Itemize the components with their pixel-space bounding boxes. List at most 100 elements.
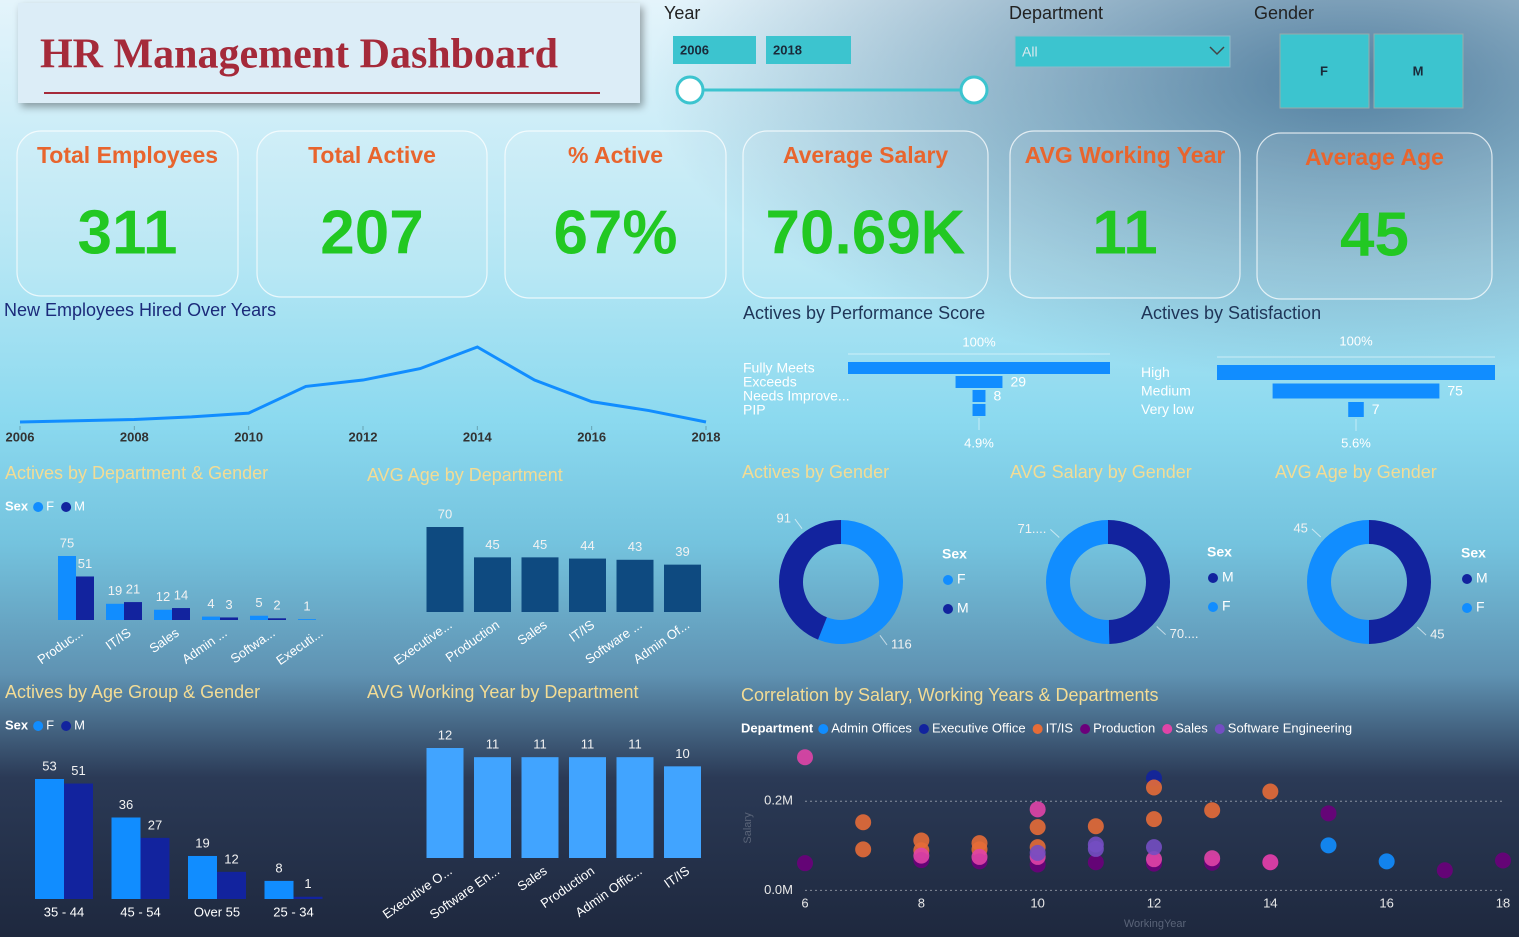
- gender-option: M: [1413, 63, 1424, 78]
- bar-value-label: 2: [273, 598, 280, 613]
- year-start-box[interactable]: [673, 36, 756, 64]
- donut-slice: [818, 520, 903, 644]
- kpi-value: 45: [1340, 200, 1409, 269]
- bar-value-label: 11: [581, 737, 595, 752]
- kpi-value: 67%: [553, 198, 677, 267]
- bar: [521, 757, 559, 858]
- funnel-category: Needs Improve...: [743, 388, 850, 404]
- department-dropdown[interactable]: [1014, 35, 1231, 68]
- funnel-category: PIP: [743, 402, 766, 418]
- x-tick-label: 2016: [577, 429, 606, 444]
- x-tick-label: 2012: [349, 429, 378, 444]
- leader-line: [1156, 626, 1166, 635]
- scatter-point: [797, 855, 813, 872]
- funnel-bottom-label: 5.6%: [1341, 435, 1371, 450]
- bar: [124, 602, 142, 620]
- kpi-label: Average Salary: [783, 142, 949, 168]
- bar-value-label: 11: [486, 737, 500, 752]
- y-tick-label: 0.2M: [764, 793, 793, 808]
- funnel-bottom-label: 4.9%: [964, 435, 994, 450]
- scatter-point: [855, 814, 872, 831]
- x-tick-label: Sales: [514, 617, 550, 648]
- bar: [250, 615, 268, 620]
- legend-title: Sex: [1207, 544, 1232, 560]
- leader-line: [1050, 529, 1060, 538]
- x-tick-label: IT/IS: [661, 863, 692, 891]
- bar: [569, 558, 606, 612]
- x-tick-label: 35 - 44: [44, 904, 84, 919]
- funnel-bar: [1217, 365, 1495, 380]
- leader-line: [1311, 528, 1322, 538]
- scatter-point: [797, 749, 813, 766]
- x-tick-label: 10: [1030, 895, 1044, 910]
- bar-value-label: 51: [78, 556, 92, 571]
- header-panel: [18, 3, 640, 103]
- donut-value-label: 45: [1430, 627, 1444, 642]
- scatter-point: [855, 841, 872, 858]
- x-tick-label: IT/IS: [103, 625, 134, 653]
- bar-value-label: 1: [304, 876, 311, 891]
- bar: [76, 576, 94, 620]
- scatter-point: [1087, 840, 1104, 857]
- bar: [474, 757, 511, 858]
- bar-value-label: 53: [42, 758, 56, 773]
- x-tick-label: 25 - 34: [273, 904, 313, 919]
- x-tick-label: 2014: [463, 429, 493, 444]
- dropdown-chevron: [1209, 46, 1225, 56]
- bar: [474, 557, 511, 612]
- gender-filter-label: Gender: [1254, 3, 1314, 23]
- bar-value-label: 10: [675, 746, 689, 761]
- bar: [111, 817, 141, 899]
- scatter-point: [1320, 805, 1337, 822]
- bar: [268, 618, 286, 620]
- funnel-value-label: 75: [1447, 383, 1463, 399]
- bar: [293, 896, 323, 899]
- year-end: 2018: [773, 42, 802, 57]
- kpi-label: % Active: [568, 142, 663, 168]
- kpi-card: [742, 130, 989, 299]
- bar: [569, 757, 606, 858]
- chart-title: AVG Working Year by Department: [367, 682, 638, 702]
- gender-button[interactable]: [1373, 33, 1464, 109]
- chart-title: Correlation by Salary, Working Years & D…: [741, 685, 1159, 705]
- x-tick-label: 16: [1379, 895, 1393, 910]
- legend-item: Software Engineering: [1228, 720, 1352, 735]
- gender-button[interactable]: [1279, 33, 1370, 109]
- bar-value-label: 12: [156, 589, 170, 604]
- scatter-point: [1495, 852, 1511, 869]
- year-end-box[interactable]: [766, 36, 851, 64]
- legend-marker: [1214, 724, 1225, 734]
- legend-item: F: [46, 717, 54, 732]
- legend-item: F: [1476, 599, 1485, 615]
- donut-value-label: 70....: [1170, 626, 1199, 641]
- legend-item: M: [74, 717, 85, 732]
- bar: [264, 880, 294, 899]
- legend-item: Production: [1093, 720, 1155, 735]
- scatter-point: [1320, 837, 1337, 854]
- year-slider-start-handle[interactable]: [675, 75, 705, 105]
- funnel-category: Exceeds: [743, 374, 797, 390]
- scatter-point: [1146, 839, 1162, 856]
- funnel-top-label: 100%: [962, 334, 996, 349]
- bar-value-label: 12: [224, 851, 238, 866]
- x-tick-label: 2010: [234, 429, 263, 444]
- scatter-point: [1029, 844, 1046, 861]
- scatter-point: [1146, 779, 1162, 796]
- x-tick-label: 14: [1263, 895, 1277, 910]
- bar: [106, 603, 124, 620]
- year-slider-end-handle[interactable]: [959, 75, 989, 105]
- year-start: 2006: [680, 42, 709, 57]
- x-tick-label: 12: [1147, 895, 1161, 910]
- kpi-value: 311: [77, 198, 177, 267]
- bar-value-label: 12: [438, 727, 452, 742]
- chart-title: Actives by Age Group & Gender: [5, 682, 260, 702]
- legend-item: M: [1476, 570, 1488, 586]
- bar: [220, 617, 238, 620]
- bar: [298, 619, 316, 620]
- x-tick-label: Over 55: [194, 904, 240, 919]
- funnel-value-label: 8: [993, 388, 1001, 404]
- legend-marker: [1032, 724, 1043, 734]
- bar-value-label: 19: [108, 583, 122, 598]
